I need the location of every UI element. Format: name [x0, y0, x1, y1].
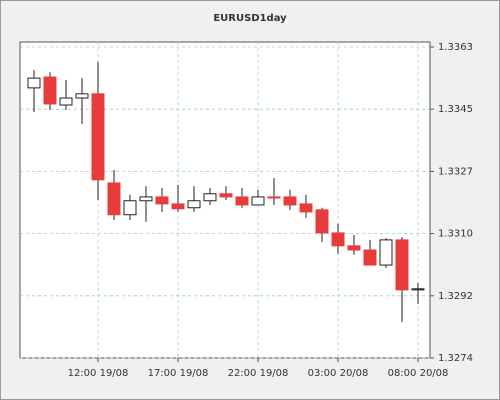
x-tick-label: 12:00 19/08: [68, 368, 129, 379]
candle-body: [411, 288, 425, 291]
y-tick-label: 1.3345: [438, 104, 473, 115]
x-tick-label: 08:00 20/08: [388, 368, 449, 379]
candle-body: [155, 196, 169, 205]
candle-body: [347, 245, 361, 251]
chart-title: EURUSD1day: [213, 13, 287, 24]
candle-body: [187, 200, 201, 209]
candle-body: [123, 200, 137, 216]
candle-body: [235, 196, 249, 206]
candle-body: [395, 239, 409, 291]
candle-body: [171, 203, 185, 210]
candle-body: [91, 93, 105, 181]
candle-body: [139, 196, 153, 202]
candle-body: [27, 77, 41, 89]
y-tick-label: 1.3292: [438, 291, 473, 302]
y-tick-label: 1.3274: [438, 353, 473, 364]
x-tick-label: 22:00 19/08: [228, 368, 289, 379]
candle-body: [363, 249, 377, 266]
x-tick-label: 17:00 19/08: [148, 368, 209, 379]
candle-body: [315, 209, 329, 234]
candle-body: [251, 196, 265, 206]
y-tick-label: 1.3310: [438, 229, 473, 240]
y-tick-label: 1.3363: [438, 42, 473, 53]
candle-body: [43, 76, 57, 105]
y-tick-label: 1.3327: [438, 166, 473, 177]
x-tick-label: 03:00 20/08: [308, 368, 369, 379]
candle-body: [107, 182, 121, 216]
candle-body: [299, 203, 313, 213]
candle-body: [331, 232, 345, 247]
candle-body: [379, 239, 393, 266]
candle-body: [203, 193, 217, 202]
candle-body: [219, 193, 233, 198]
candle-body: [267, 196, 281, 199]
candle-body: [59, 97, 73, 106]
candle-body: [75, 93, 89, 99]
candle-body: [283, 196, 297, 206]
